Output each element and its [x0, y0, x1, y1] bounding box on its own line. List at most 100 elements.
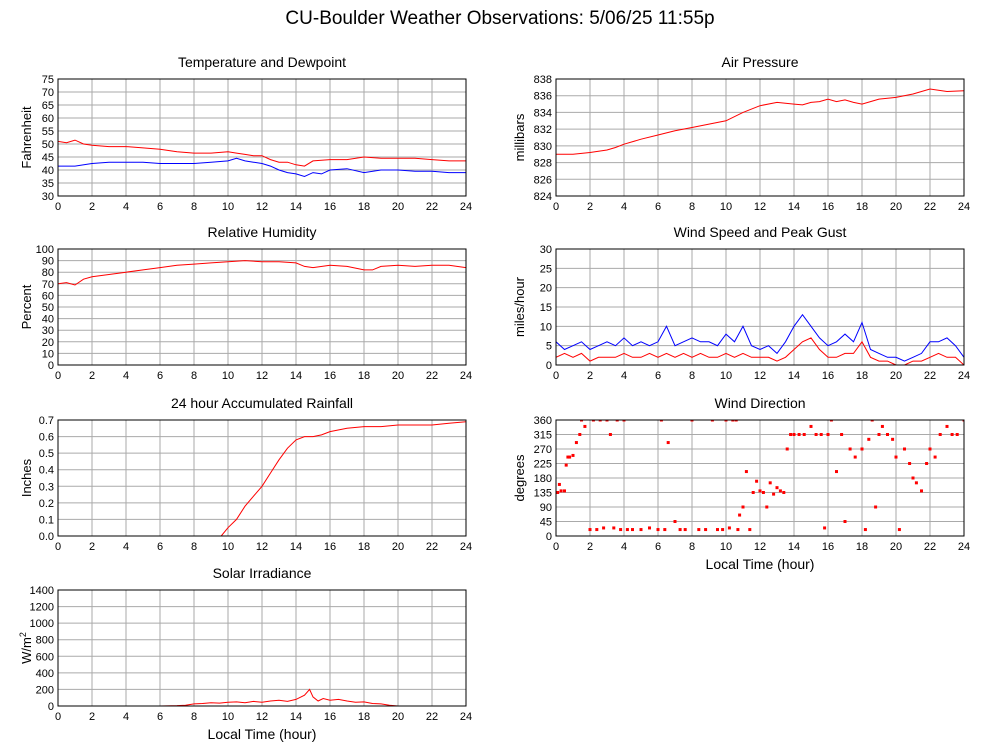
pressure-y-tick-label: 828 — [534, 158, 552, 170]
wind-x-tick-label: 12 — [754, 370, 766, 382]
direction-point — [962, 420, 964, 422]
direction-point — [744, 470, 748, 474]
direction-point — [778, 489, 782, 493]
rain-y-tick-label: 0.2 — [39, 498, 54, 510]
direction-point — [925, 462, 929, 465]
direction-point — [843, 520, 847, 523]
direction-y-tick-label: 225 — [534, 459, 552, 471]
direction-point — [945, 424, 949, 428]
direction-point — [666, 441, 670, 445]
temp-x-tick-label: 0 — [55, 201, 61, 213]
direction-point — [605, 420, 609, 422]
temp-x-tick-label: 10 — [222, 201, 234, 213]
wind-x-tick-label: 18 — [856, 370, 868, 382]
temp-x-tick-label: 2 — [89, 201, 95, 213]
direction-point — [663, 528, 667, 532]
solar-y-tick-label: 1200 — [30, 602, 54, 614]
humidity-x-tick-label: 6 — [157, 370, 163, 382]
direction-point — [809, 424, 813, 428]
direction-x-tick-label: 10 — [720, 541, 732, 553]
direction-point — [863, 528, 867, 532]
pressure-x-tick-label: 22 — [924, 201, 936, 213]
pressure-series-line-0 — [556, 88, 964, 155]
direction-point — [571, 453, 575, 457]
direction-x-tick-label: 8 — [689, 541, 695, 553]
direction-point — [727, 526, 731, 530]
direction-point — [683, 528, 687, 532]
solar-frame — [57, 589, 467, 707]
direction-point — [608, 433, 612, 436]
pressure-x-tick-label: 14 — [788, 201, 800, 213]
temp-y-tick-label: 45 — [42, 152, 54, 164]
direction-point — [911, 476, 915, 480]
direction-point — [736, 528, 740, 532]
humidity-x-tick-label: 8 — [191, 370, 197, 382]
pressure-x-tick-label: 12 — [754, 201, 766, 213]
direction-frame — [555, 419, 965, 537]
temp-y-tick-label: 55 — [42, 126, 54, 138]
pressure-y-tick-label: 832 — [534, 124, 552, 136]
direction-y-tick-label: 90 — [540, 502, 552, 514]
direction-y-tick-label: 135 — [534, 488, 552, 500]
page-title: CU-Boulder Weather Observations: 5/06/25… — [285, 8, 715, 29]
rain-x-tick-label: 20 — [392, 541, 404, 553]
humidity-x-tick-label: 0 — [55, 370, 61, 382]
direction-point — [761, 491, 765, 494]
pressure-frame — [555, 78, 965, 197]
direction-point — [785, 447, 789, 451]
rain-x-tick-label: 24 — [460, 541, 472, 553]
wind-y-tick-label: 10 — [540, 321, 552, 333]
direction-point — [619, 528, 623, 532]
direction-point — [598, 420, 602, 422]
rain-y-tick-label: 0.6 — [39, 432, 54, 444]
direction-point — [950, 433, 954, 436]
solar-x-tick-label: 10 — [222, 711, 234, 723]
wind-x-tick-label: 2 — [587, 370, 593, 382]
direction-point — [903, 447, 906, 451]
wind-x-tick-label: 4 — [621, 370, 627, 382]
pressure-x-tick-label: 8 — [689, 201, 695, 213]
direction-point — [639, 528, 643, 532]
humidity-x-tick-label: 24 — [460, 370, 472, 382]
solar-x-tick-label: 8 — [191, 711, 197, 723]
pressure-x-tick-label: 16 — [822, 201, 834, 213]
direction-point — [819, 433, 823, 436]
rain-y-axis-label: Inches — [19, 458, 34, 497]
solar-y-tick-label: 0 — [48, 701, 54, 713]
solar-x-tick-label: 14 — [290, 711, 302, 723]
direction-point — [848, 447, 852, 451]
direction-point — [748, 528, 752, 532]
direction-point — [933, 455, 937, 459]
direction-point — [897, 528, 901, 532]
temp-x-tick-label: 22 — [426, 201, 438, 213]
direction-y-tick-label: 0 — [546, 531, 552, 543]
humidity-y-tick-label: 60 — [42, 290, 54, 302]
direction-point — [721, 528, 725, 532]
humidity-y-tick-label: 10 — [42, 348, 54, 360]
rain-y-tick-label: 0.0 — [39, 531, 54, 543]
humidity-y-tick-label: 20 — [42, 337, 54, 349]
humidity-x-tick-label: 22 — [426, 370, 438, 382]
rain-x-tick-label: 4 — [123, 541, 129, 553]
rain-y-tick-label: 0.5 — [39, 448, 54, 460]
solar-x-tick-label: 20 — [392, 711, 404, 723]
temp-y-tick-label: 50 — [42, 139, 54, 151]
pressure-y-tick-label: 830 — [534, 141, 552, 153]
direction-x-tick-label: 14 — [788, 541, 800, 553]
direction-x-tick-label: 6 — [655, 541, 661, 553]
direction-y-tick-label: 45 — [540, 517, 552, 529]
direction-point — [580, 420, 583, 422]
temp-y-tick-label: 60 — [42, 113, 54, 125]
direction-point — [734, 420, 738, 422]
direction-point — [792, 433, 796, 436]
wind-x-tick-label: 8 — [689, 370, 695, 382]
direction-point — [566, 455, 570, 459]
direction-point — [724, 420, 728, 422]
humidity-title: Relative Humidity — [208, 224, 317, 240]
solar-x-tick-label: 24 — [460, 711, 472, 723]
direction-point — [625, 528, 629, 532]
